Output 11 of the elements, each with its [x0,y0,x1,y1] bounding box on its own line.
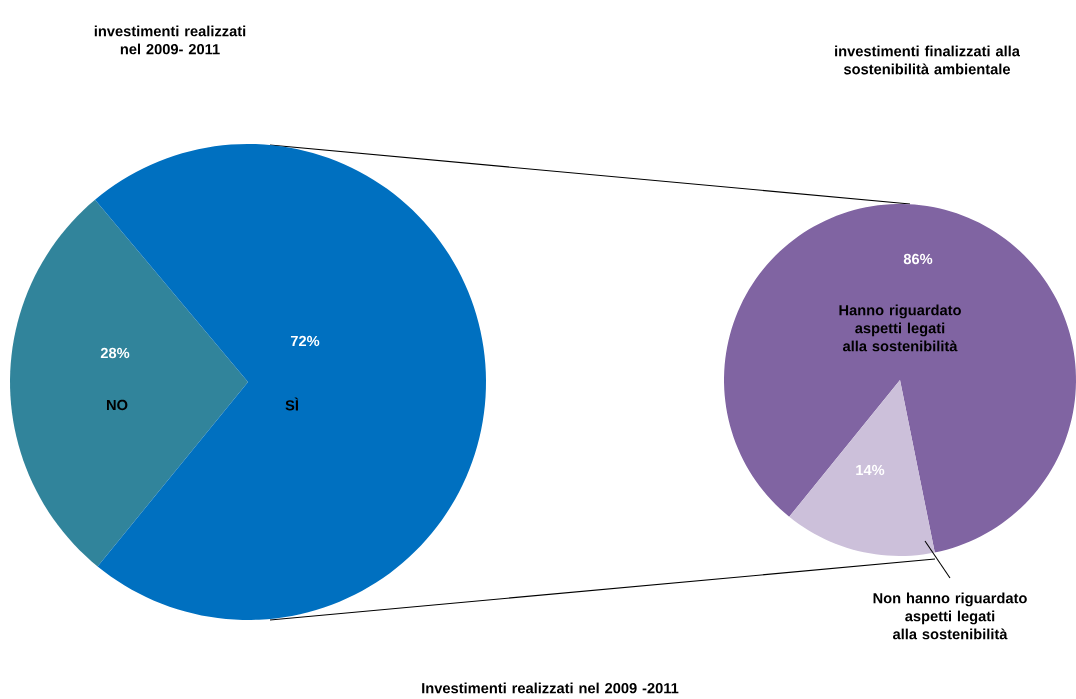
slice-label: Hanno riguardato aspetti legati alla sostenibilità [839,304,961,352]
chart-title: investimenti realizzati nel 2009- 2011 [94,25,246,55]
data-label: 14% [856,464,885,476]
data-label: 72% [290,335,320,347]
chart-title: investimenti finalizzati alla sostenibilità ambientale [835,45,1020,75]
data-label: 86% [903,253,933,265]
text: Investimenti realizzati nel 2009 -2011 [422,682,679,694]
slice-label: Non hanno riguardato aspetti legati alla sostenibilità [873,592,1027,640]
slice-label: SÌ [285,397,299,411]
data-label: 28% [100,347,130,359]
slice-label: NO [106,399,128,411]
